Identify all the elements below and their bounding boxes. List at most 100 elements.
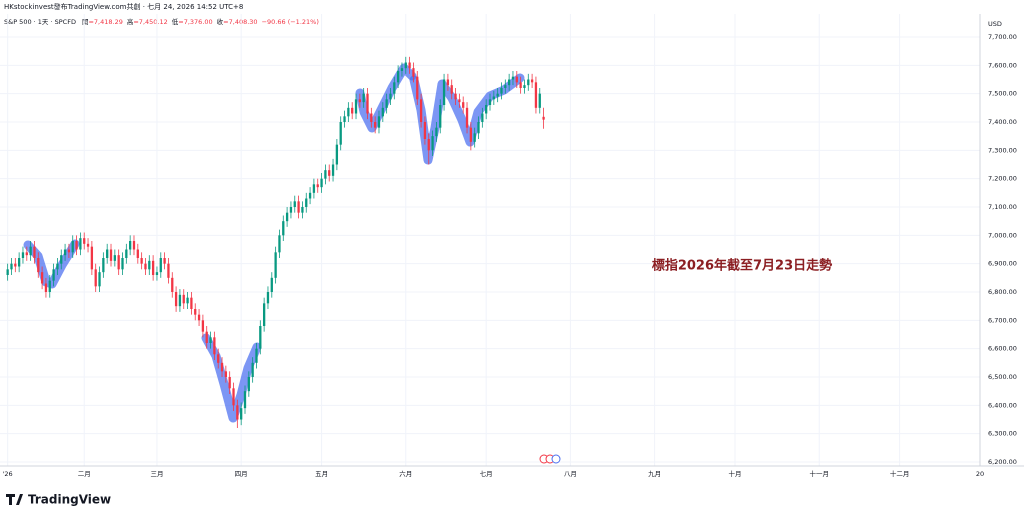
candle-body — [129, 241, 132, 250]
legend-value: =7,408.30 — [223, 18, 257, 26]
highlight-stroke — [409, 73, 525, 165]
candle-body — [144, 263, 147, 270]
candle-body — [439, 105, 442, 128]
candle-body — [282, 221, 285, 236]
candle-body — [178, 294, 182, 307]
candle-body — [29, 246, 32, 256]
candle-body — [450, 85, 453, 94]
candle-body — [60, 255, 63, 264]
candle-body — [37, 258, 40, 273]
candle-body — [40, 272, 44, 284]
candle-body — [385, 99, 388, 108]
candle-body — [270, 277, 273, 292]
candle-body — [297, 201, 300, 213]
logo-mark — [6, 494, 23, 505]
x-tick-label: 七月 — [480, 469, 493, 478]
candle-body — [33, 246, 36, 258]
candle-body — [320, 178, 323, 188]
candle-body — [370, 113, 373, 122]
candle-body — [500, 88, 503, 94]
candle-body — [339, 122, 342, 145]
candle-body — [94, 269, 97, 287]
candle-body — [423, 122, 427, 139]
x-tick-label: 20 — [976, 470, 984, 478]
candle-body — [366, 93, 369, 114]
candle-body — [477, 122, 480, 134]
x-tick-label: 八月 — [564, 470, 577, 478]
y-tick-label: 6,900.00 — [988, 260, 1017, 268]
candle-body — [86, 243, 90, 247]
legend-value: =7,376.00 — [178, 18, 212, 26]
candle-body — [136, 249, 139, 258]
candle-body — [324, 170, 327, 179]
legend-value: =7,450.12 — [133, 18, 167, 26]
candle-body — [90, 246, 94, 270]
candle-body — [538, 93, 541, 108]
candle-body — [217, 354, 220, 363]
grid — [0, 14, 981, 466]
x-tick-label: 四月 — [235, 470, 248, 478]
candle-body — [151, 260, 155, 275]
candle-body — [515, 76, 518, 83]
candle-body — [331, 164, 335, 176]
candle-body — [511, 76, 515, 80]
y-tick-label: 7,100.00 — [988, 203, 1017, 211]
y-tick-label: 7,400.00 — [988, 118, 1017, 126]
x-tick-label: 三月 — [150, 470, 163, 478]
candle-body — [132, 241, 136, 250]
candle-body — [301, 207, 304, 213]
candle-body — [473, 133, 476, 142]
candle-body — [488, 99, 492, 105]
x-tick-label: 五月 — [315, 470, 328, 478]
legend-value: =7,418.29 — [88, 18, 122, 26]
candle-body — [305, 198, 308, 207]
candle-body — [52, 269, 55, 281]
candle-body — [247, 377, 250, 392]
candle-body — [335, 144, 339, 165]
candle-body — [243, 391, 247, 409]
candle-body — [492, 96, 495, 100]
candle-body — [412, 68, 415, 77]
candle-body — [519, 82, 522, 88]
candle-body — [232, 388, 235, 406]
candle-body — [293, 201, 296, 207]
candle-body — [347, 107, 350, 117]
candle-body — [485, 105, 488, 114]
candle-body — [56, 263, 59, 270]
candle-body — [109, 249, 113, 261]
legend-label: 收 — [217, 17, 224, 26]
candle-body — [148, 260, 151, 270]
candle-body — [117, 255, 120, 270]
candle-body — [481, 113, 484, 122]
candle-body — [462, 102, 465, 108]
candle-body — [98, 272, 101, 287]
y-tick-label: 6,500.00 — [988, 373, 1017, 381]
candle-body — [14, 263, 17, 267]
candle-body — [404, 62, 407, 69]
candle-body — [140, 258, 143, 264]
candle-body — [25, 252, 28, 256]
candle-body — [408, 62, 411, 69]
x-tick-label: 二月 — [78, 470, 91, 478]
y-tick-label: 7,300.00 — [988, 146, 1017, 154]
candle-body — [83, 238, 86, 244]
candle-body — [458, 99, 461, 103]
y-tick-label: 7,000.00 — [988, 231, 1017, 239]
legend-label: 高 — [127, 17, 134, 26]
candle-body — [507, 79, 511, 86]
candle-body — [530, 79, 534, 83]
legend-symbol: S&P 500 · 1天 · SPCFD — [4, 18, 76, 26]
x-axis: '26 二月 三月 四月 五月 六月 七月 八月 九月 十月 十一月 十二月 20 — [3, 469, 985, 478]
currency: USD — [988, 20, 1002, 28]
x-tick-label: '26 — [3, 470, 13, 478]
candle-body — [182, 294, 185, 304]
candle-body — [17, 258, 21, 267]
legend-change: −90.66 (−1.21%) — [262, 18, 319, 26]
candle-body — [316, 184, 319, 188]
candle-body — [278, 235, 281, 253]
candle-body — [435, 127, 438, 137]
candle-body — [10, 263, 13, 270]
candle-body — [351, 107, 354, 114]
candle-body — [48, 280, 51, 292]
